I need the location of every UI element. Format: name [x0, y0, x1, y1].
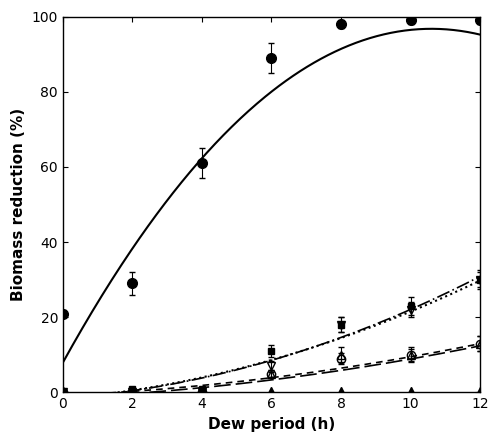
Y-axis label: Biomass reduction (%): Biomass reduction (%) [11, 108, 26, 301]
X-axis label: Dew period (h): Dew period (h) [208, 417, 335, 432]
